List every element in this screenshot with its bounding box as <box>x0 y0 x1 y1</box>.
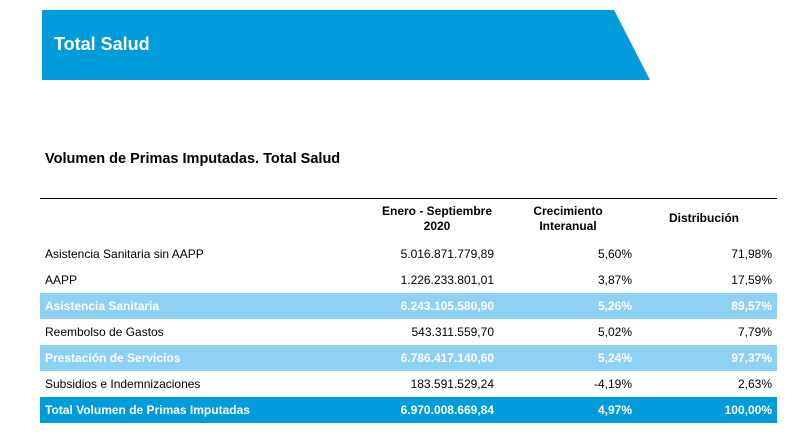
row-amount: 6.970.008.669,84 <box>400 403 494 417</box>
row-label: AAPP <box>45 273 78 287</box>
row-amount: 183.591.529,24 <box>410 377 494 391</box>
table-header: Enero - Septiembre 2020 Crecimiento Inte… <box>40 198 777 241</box>
table-row: AAPP 1.226.233.801,01 3,87% 17,59% <box>40 267 777 293</box>
row-amount: 6.243.105.580,90 <box>400 299 494 313</box>
row-amount: 5.016.871.779,89 <box>400 247 494 261</box>
row-label: Asistencia Sanitaria sin AAPP <box>45 247 204 261</box>
row-distribution: 100,00% <box>724 403 772 417</box>
title-banner: Total Salud <box>42 10 650 80</box>
row-label: Prestación de Servicios <box>45 351 181 365</box>
row-growth: 4,97% <box>597 403 632 417</box>
header-growth: Crecimiento Interanual <box>533 204 603 233</box>
table-row: Asistencia Sanitaria sin AAPP 5.016.871.… <box>40 241 777 267</box>
header-period: Enero - Septiembre 2020 <box>381 204 493 233</box>
table-row-subtotal: Asistencia Sanitaria 6.243.105.580,90 5,… <box>40 293 777 319</box>
row-amount: 6.786.417.140,60 <box>400 351 494 365</box>
row-growth: 5,02% <box>597 325 632 339</box>
table-row: Reembolso de Gastos 543.311.559,70 5,02%… <box>40 319 777 345</box>
row-growth: 5,26% <box>597 299 632 313</box>
row-distribution: 7,79% <box>737 325 772 339</box>
row-distribution: 71,98% <box>731 247 772 261</box>
row-growth: -4,19% <box>593 377 632 391</box>
row-distribution: 97,37% <box>731 351 772 365</box>
row-distribution: 2,63% <box>737 377 772 391</box>
table-row: Subsidios e Indemnizaciones 183.591.529,… <box>40 371 777 397</box>
header-distribution: Distribución <box>668 211 739 225</box>
row-growth: 3,87% <box>597 273 632 287</box>
row-growth: 5,60% <box>597 247 632 261</box>
premiums-table: Enero - Septiembre 2020 Crecimiento Inte… <box>40 198 777 423</box>
row-label: Total Volumen de Primas Imputadas <box>45 403 250 417</box>
row-amount: 1.226.233.801,01 <box>400 273 494 287</box>
row-distribution: 17,59% <box>731 273 772 287</box>
table-row-total: Total Volumen de Primas Imputadas 6.970.… <box>40 397 777 423</box>
banner-title: Total Salud <box>54 34 150 54</box>
row-label: Asistencia Sanitaria <box>45 299 160 313</box>
row-growth: 5,24% <box>597 351 632 365</box>
banner-shape <box>42 10 650 80</box>
row-distribution: 89,57% <box>731 299 772 313</box>
row-label: Subsidios e Indemnizaciones <box>45 377 201 391</box>
row-amount: 543.311.559,70 <box>411 325 494 339</box>
table-row-subtotal: Prestación de Servicios 6.786.417.140,60… <box>40 345 777 371</box>
row-label: Reembolso de Gastos <box>45 325 164 339</box>
section-title: Volumen de Primas Imputadas. Total Salud <box>45 151 341 167</box>
